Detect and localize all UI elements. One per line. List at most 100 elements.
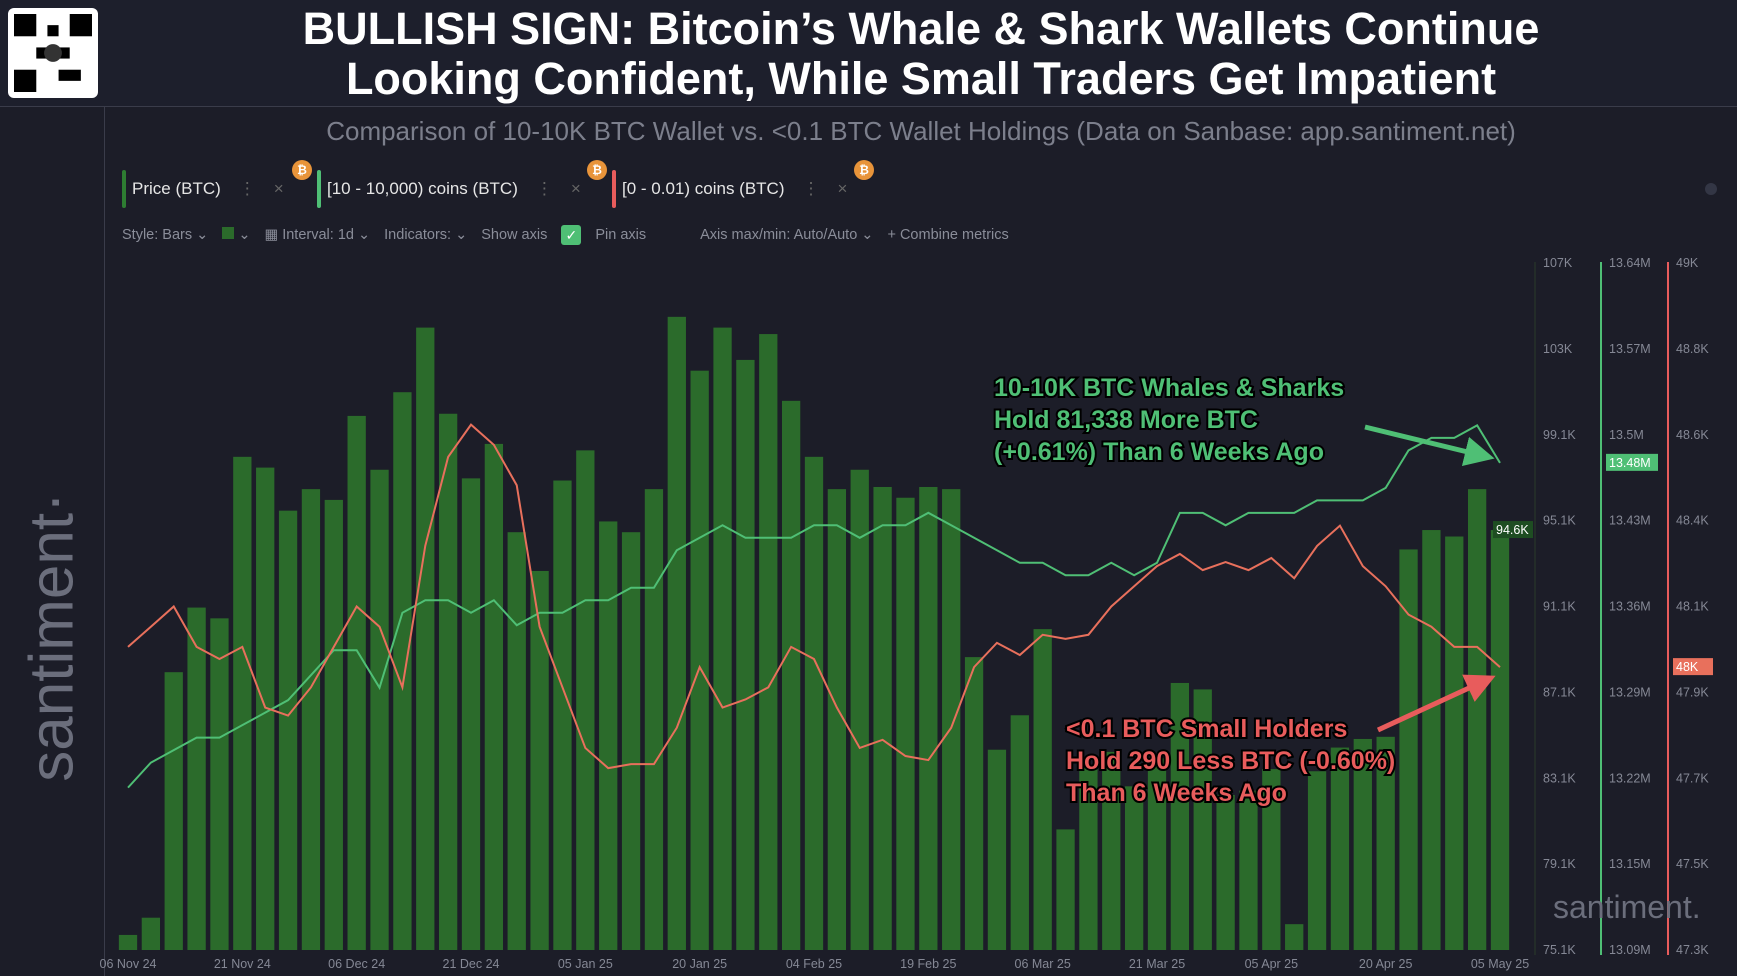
y-tick-label: 13.36M [1609,600,1651,614]
price-bar [713,327,732,950]
price-bar [781,400,801,951]
close-icon[interactable]: × [273,179,284,198]
price-bar [804,456,824,950]
annotation-text: 10-10K BTC Whales & Sharks [994,374,1344,402]
small-holders-arrow [1376,674,1496,733]
price-bar [461,478,481,950]
more-icon[interactable]: ⋮ [802,179,820,198]
price-bar [576,450,595,950]
price-bar [644,489,664,950]
calendar-icon: ▦ [264,227,279,243]
annotation-text: Hold 290 Less BTC (-0.60%) [1066,747,1395,775]
price-bar [1490,530,1510,950]
price-bar [347,415,366,950]
y-tick-label: 99.1K [1543,428,1576,442]
price-bar [599,521,618,950]
x-tick-label: 04 Feb 25 [786,957,842,971]
price-bar [1102,751,1121,950]
show-axis-checkbox[interactable]: ✓ [561,225,582,245]
last-value-label: 94.6K [1496,523,1529,537]
y-tick-label: 48.1K [1676,600,1709,614]
price-bar [210,618,229,950]
x-tick-label: 05 Apr 25 [1245,957,1299,971]
annotation-text: (+0.61%) Than 6 Weeks Ago [994,438,1324,466]
pin-axis-toggle[interactable]: Pin axis [595,227,647,243]
y-tick-label: 83.1K [1543,771,1576,785]
annotation-text: Than 6 Weeks Ago [1066,779,1287,807]
close-icon[interactable]: × [837,179,848,198]
interval-dropdown[interactable]: ▦ Interval: 1d ⌄ [264,227,371,243]
last-value-badge [1493,521,1533,539]
title-line-2: Looking Confident, While Small Traders G… [345,53,1497,104]
y-tick-label: 47.5K [1676,857,1709,871]
x-tick-label: 20 Jan 25 [672,957,727,971]
x-tick-label: 06 Nov 24 [100,957,157,971]
indicators-dropdown[interactable]: Indicators: ⌄ [384,227,468,243]
y-tick-label: 79.1K [1543,857,1576,871]
price-bar [987,749,1007,950]
color-dropdown[interactable]: ⌄ [222,227,250,243]
y-tick-label: 13.29M [1609,685,1651,699]
price-bar [919,486,938,950]
last-value-badge [1606,453,1658,471]
style-dropdown[interactable]: Style: Bars ⌄ [122,227,209,243]
price-bar [233,456,252,950]
price-bar [301,489,321,950]
more-icon[interactable]: ⋮ [535,179,553,198]
price-bar [1376,736,1395,950]
sidebar: santiment· [0,107,105,976]
y-tick-label: 13.57M [1609,342,1651,356]
price-bar [873,486,892,950]
bitcoin-icon: ₿ [854,160,874,180]
metric-chip-small[interactable]: [0 - 0.01) coins (BTC) ⋮ × ₿ [612,160,874,208]
y-tick-label: 48.4K [1676,514,1709,528]
price-bar [1445,536,1464,950]
metric-label: [10 - 10,000) coins (BTC) [327,179,518,198]
price-bar [118,934,138,950]
price-bar [141,917,161,950]
price-bar [667,316,686,951]
y-tick-label: 75.1K [1543,943,1576,957]
y-tick-label: 47.7K [1676,771,1709,785]
axis-minmax-dropdown[interactable]: Axis max/min: Auto/Auto ⌄ [700,227,874,243]
price-bar [827,489,847,950]
price-bar [553,480,572,950]
y-tick-label: 48.8K [1676,342,1709,356]
title-line-1: BULLISH SIGN: Bitcoin’s Whale & Shark Wa… [302,3,1540,54]
y-tick-label: 95.1K [1543,514,1576,528]
more-icon[interactable]: ⋮ [238,179,256,198]
combine-metrics-button[interactable]: + Combine metrics [887,227,1009,243]
price-bar [530,570,549,950]
price-bar [324,499,343,950]
y-tick-label: 49K [1676,256,1699,270]
metric-chip-whales[interactable]: [10 - 10,000) coins (BTC) ⋮ × ₿ [317,160,607,208]
y-tick-label: 13.5M [1609,428,1644,442]
price-bar [964,657,984,950]
price-bar [1262,769,1281,950]
price-bar [1216,794,1235,950]
x-tick-label: 05 Jan 25 [558,957,613,971]
price-bar [1147,758,1167,950]
price-bar [1330,747,1350,950]
y-tick-label: 13.15M [1609,857,1651,871]
x-tick-label: 21 Nov 24 [214,957,271,971]
y-tick-label: 13.64M [1609,256,1651,270]
price-bar [1285,924,1304,950]
subtitle: Comparison of 10-10K BTC Wallet vs. <0.1… [326,116,1516,146]
x-tick-label: 06 Mar 25 [1015,957,1071,971]
header: BULLISH SIGN: Bitcoin’s Whale & Shark Wa… [0,0,1737,107]
whales-arrow [1364,424,1495,467]
metric-chip-price[interactable]: Price (BTC) ⋮ × ₿ [122,160,312,208]
annotation-text: Hold 81,338 More BTC [994,406,1258,434]
y-tick-label: 103K [1543,342,1573,356]
price-bar [256,467,275,950]
price-bar [164,672,183,950]
price-bar [1193,689,1212,950]
settings-dot-icon[interactable] [1705,183,1717,195]
price-bar [416,327,435,950]
price-bar [736,359,755,950]
price-bar [621,532,641,950]
last-value-label: 13.48M [1609,456,1651,470]
close-icon[interactable]: × [570,179,581,198]
price-bar [1033,629,1052,950]
